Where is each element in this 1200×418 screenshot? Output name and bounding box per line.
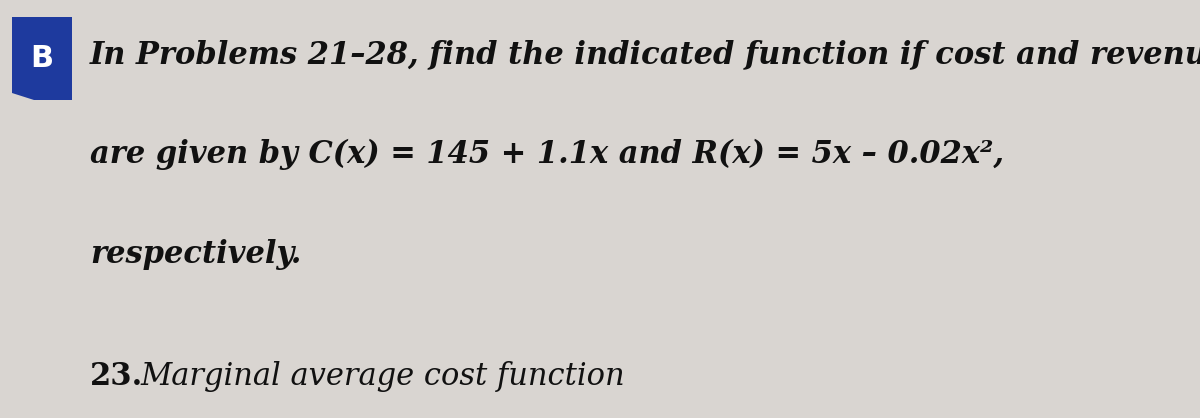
Text: are given by C(x) = 145 + 1.1x and R(x) = 5x – 0.02x²,: are given by C(x) = 145 + 1.1x and R(x) … [90,139,1004,170]
Text: B: B [30,44,54,73]
Text: Marginal average cost function: Marginal average cost function [140,361,625,392]
Text: 23.: 23. [90,361,143,392]
Polygon shape [12,17,72,100]
Text: respectively.: respectively. [90,240,301,270]
Text: In Problems 21–28, find the indicated function if cost and revenue: In Problems 21–28, find the indicated fu… [90,39,1200,70]
